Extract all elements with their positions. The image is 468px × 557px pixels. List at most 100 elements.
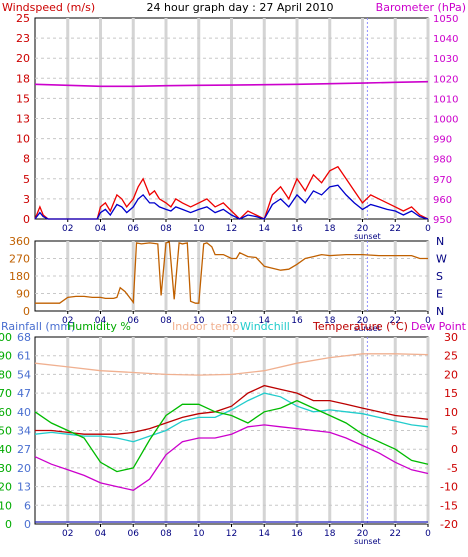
rain-tick-5: 34 [17, 425, 31, 438]
humidity-tick-6: 60 [0, 406, 12, 419]
baro-tick-2: 970 [433, 175, 452, 186]
indoor-label: Indoor temp [172, 320, 239, 333]
rain-axis-label: Rainfall (mm) [1, 320, 75, 333]
rain-tick-7: 47 [17, 387, 31, 400]
rain-tick-0: 0 [24, 518, 31, 531]
compass-tick-0: N [436, 305, 444, 318]
temp-tick-7: 15 [444, 387, 458, 400]
rain-tick-2: 13 [17, 481, 31, 494]
temp-tick-1: -15 [440, 499, 458, 512]
compass-tick-4: N [436, 235, 444, 248]
xtick-label-direction-18: 18 [324, 316, 336, 326]
dir-tick-1: 90 [16, 288, 30, 301]
compass-tick-3: W [436, 253, 447, 266]
baro-axis-label: Barometer (hPa) [376, 1, 466, 14]
baro-tick-4: 990 [433, 135, 452, 146]
xtick-label-temperature-6: 06 [128, 529, 140, 539]
humidity-tick-1: 10 [0, 499, 12, 512]
humidity-tick-7: 70 [0, 387, 12, 400]
wind-tick-8: 20 [16, 52, 30, 65]
wind-tick-9: 23 [16, 32, 30, 45]
dir-tick-0: 0 [23, 305, 30, 318]
temp-tick-8: 20 [444, 368, 458, 381]
series-wind [34, 184, 429, 220]
xtick-label-direction-16: 16 [291, 316, 303, 326]
wind-tick-2: 5 [23, 173, 30, 186]
xtick-label-wind-22: 22 [390, 224, 401, 234]
wind-tick-1: 3 [23, 193, 30, 206]
xtick-label-direction-14: 14 [259, 316, 271, 326]
dir-tick-2: 180 [9, 270, 30, 283]
humidity-tick-4: 40 [0, 443, 12, 456]
xtick-label-direction-24: 0 [425, 316, 431, 326]
wind-tick-0: 0 [23, 213, 30, 226]
xtick-label-temperature-24: 0 [425, 529, 431, 539]
wind-tick-4: 10 [16, 133, 30, 146]
xtick-label-direction-4: 04 [95, 316, 107, 326]
xtick-label-direction-12: 12 [226, 316, 237, 326]
xtick-label-wind-20: 20 [357, 224, 369, 234]
xtick-label-temperature-18: 18 [324, 529, 336, 539]
temp-tick-3: -5 [447, 462, 458, 475]
chart-title: 24 hour graph day : 27 April 2010 [147, 1, 334, 14]
xtick-label-direction-10: 10 [193, 316, 205, 326]
sunset-label-temperature: sunset [354, 537, 381, 546]
xtick-label-temperature-2: 02 [62, 529, 73, 539]
series-direction [35, 241, 428, 305]
xtick-label-wind-8: 08 [160, 224, 172, 234]
baro-tick-1: 960 [433, 195, 452, 206]
xtick-label-temperature-14: 14 [259, 529, 271, 539]
series-windchill [34, 392, 429, 443]
series-temperature [35, 384, 429, 435]
baro-tick-3: 980 [433, 155, 452, 166]
xtick-label-temperature-20: 20 [357, 529, 369, 539]
xtick-label-temperature-10: 10 [193, 529, 205, 539]
xtick-label-direction-2: 02 [62, 316, 73, 326]
wind-tick-7: 18 [16, 72, 30, 85]
humidity-tick-2: 20 [0, 481, 12, 494]
wind-tick-3: 8 [23, 153, 30, 166]
sunset-label-direction: sunset [354, 324, 381, 333]
temp-tick-2: -10 [440, 481, 458, 494]
xtick-label-wind-18: 18 [324, 224, 336, 234]
xtick-label-temperature-12: 12 [226, 529, 237, 539]
compass-tick-1: E [436, 288, 443, 301]
temp-tick-5: 5 [451, 425, 458, 438]
temp-axis-label: Temperature (°C) [312, 320, 408, 333]
rain-tick-4: 27 [17, 443, 31, 456]
xtick-label-wind-10: 10 [193, 224, 205, 234]
xtick-label-wind-4: 04 [95, 224, 107, 234]
humidity-tick-5: 50 [0, 425, 12, 438]
xtick-label-wind-12: 12 [226, 224, 237, 234]
temp-tick-10: 30 [444, 331, 458, 344]
xtick-label-temperature-16: 16 [291, 529, 303, 539]
series-barometer [34, 80, 429, 88]
humidity-tick-9: 90 [0, 350, 12, 363]
xtick-label-wind-6: 06 [128, 224, 140, 234]
compass-tick-2: S [436, 270, 443, 283]
xtick-label-wind-14: 14 [259, 224, 271, 234]
xtick-label-direction-22: 22 [390, 316, 401, 326]
rain-tick-10: 68 [17, 331, 31, 344]
baro-tick-0: 950 [433, 215, 452, 226]
dir-tick-3: 270 [9, 253, 30, 266]
baro-tick-8: 1030 [433, 54, 458, 65]
sunset-label-wind: sunset [354, 232, 381, 241]
series-gust [34, 165, 429, 220]
series-dewpoint [34, 424, 429, 491]
xtick-label-wind-24: 0 [425, 224, 431, 234]
baro-tick-10: 1050 [433, 14, 458, 25]
rain-tick-8: 54 [17, 368, 31, 381]
xtick-label-temperature-22: 22 [390, 529, 401, 539]
temp-tick-4: 0 [451, 443, 458, 456]
humidity-label: Humidity % [67, 320, 131, 333]
wind-tick-10: 25 [16, 12, 30, 25]
humidity-tick-8: 80 [0, 368, 12, 381]
humidity-tick-0: 0 [5, 518, 12, 531]
xtick-label-temperature-4: 04 [95, 529, 107, 539]
dir-tick-4: 360 [9, 235, 30, 248]
temp-tick-9: 25 [444, 350, 458, 363]
xtick-label-direction-8: 08 [160, 316, 172, 326]
